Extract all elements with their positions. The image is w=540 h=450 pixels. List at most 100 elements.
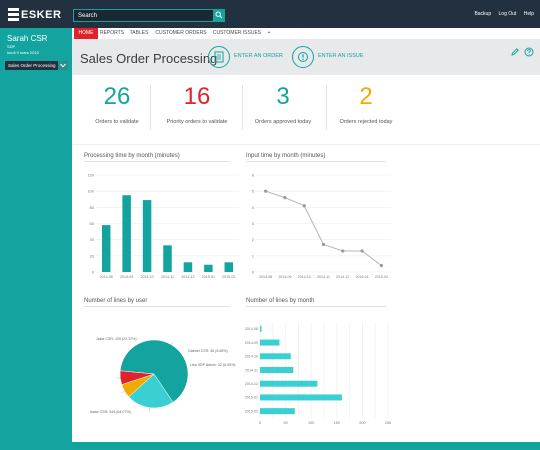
stat-divider xyxy=(326,85,327,130)
bar xyxy=(260,339,280,346)
search-button[interactable] xyxy=(213,9,225,22)
tab-reports[interactable]: REPORTS xyxy=(99,30,125,36)
stat-orders-approved[interactable]: 3 Orders approved today xyxy=(238,75,328,145)
bar xyxy=(142,200,152,272)
logo-text: ESKER xyxy=(21,9,62,21)
bar xyxy=(122,195,131,272)
y-tick-label: 2014-10 xyxy=(245,355,258,359)
x-tick-label: 0 xyxy=(259,421,261,425)
bar xyxy=(224,262,234,272)
bar xyxy=(260,353,291,360)
user-role: SDP xyxy=(7,44,16,49)
chevron-down-icon xyxy=(60,63,66,68)
edit-pencil-icon[interactable] xyxy=(510,47,520,57)
data-point xyxy=(321,242,326,247)
search-input[interactable]: Search xyxy=(73,9,219,22)
tab-tables[interactable]: TABLES xyxy=(129,30,149,36)
bar xyxy=(183,262,193,272)
stat-value: 3 xyxy=(276,83,290,110)
bar xyxy=(260,408,295,415)
esker-logo-mark xyxy=(8,8,19,21)
chart-title: Input time by month (minutes) xyxy=(246,153,326,159)
stat-value: 16 xyxy=(183,83,211,110)
logout-link[interactable]: Log Out xyxy=(498,11,517,17)
bar xyxy=(260,325,262,332)
current-date: lundi 9 mars 2015 xyxy=(7,50,39,55)
y-tick-label: 0 xyxy=(252,270,255,275)
page-title: Sales Order Processing xyxy=(80,51,218,66)
nav-tabs: HOME REPORTS TABLES CUSTOMER ORDERS CUST… xyxy=(72,28,540,39)
kpi-stats: 26 Orders to validate 16 Priority orders… xyxy=(72,75,540,145)
enter-issue-label: ENTER AN ISSUE xyxy=(318,53,364,59)
slice-label: Lisa SDP Admin: 32 (6.55%) xyxy=(190,363,235,367)
stat-orders-to-validate[interactable]: 26 Orders to validate xyxy=(72,75,162,145)
x-tick-label: 2014-09 xyxy=(278,275,291,279)
data-point xyxy=(264,189,268,193)
slice-label: Jakie CSR: 100 (22.72%) xyxy=(96,337,137,341)
chart-title-rule xyxy=(246,306,386,307)
data-point xyxy=(283,196,287,200)
stat-label: Priority orders to validate xyxy=(166,119,228,125)
x-tick-label: 50 xyxy=(283,421,287,425)
backup-link[interactable]: Backup xyxy=(474,11,492,17)
lines-by-month-chart: 0 50 100 150 200 250 2014-08 2014-09 2014-10 2014… xyxy=(245,322,391,425)
page-header: Sales Order Processing ENTER AN ORDER xyxy=(72,39,540,75)
y-tick-label: 2 xyxy=(252,237,255,242)
stat-priority-orders[interactable]: 16 Priority orders to validate xyxy=(152,75,242,145)
x-tick-label: 150 xyxy=(334,421,340,425)
tab-home[interactable]: HOME xyxy=(74,28,98,39)
top-bar: ESKER Search Backup Log Out Help xyxy=(0,0,540,28)
order-document-icon xyxy=(214,51,224,63)
x-tick-label: 2014-11 xyxy=(161,275,174,279)
x-tick-label: 2014-08 xyxy=(100,275,113,279)
y-tick-label: 2014-12 xyxy=(245,382,258,386)
chart-title: Number of lines by user xyxy=(84,298,148,304)
lines-by-user-chart: Isaac CSR: 344 (64.07%) Jakie CSR: 100 (2… xyxy=(90,337,235,414)
help-icon[interactable] xyxy=(524,47,534,57)
bar xyxy=(260,394,342,401)
x-tick-label: 2014-12 xyxy=(336,275,349,279)
data-point xyxy=(302,204,306,208)
data-point xyxy=(360,249,364,253)
chart-title-rule xyxy=(84,306,230,307)
y-tick-label: 120 xyxy=(87,173,94,178)
add-tab-button[interactable]: + xyxy=(267,30,271,36)
x-tick-label: 2015-02 xyxy=(375,275,388,279)
data-point xyxy=(379,263,383,268)
y-tick-label: 2014-11 xyxy=(245,368,258,372)
esker-logo[interactable]: ESKER xyxy=(8,7,61,23)
x-tick-label: 200 xyxy=(359,421,365,425)
x-tick-label: 2014-11 xyxy=(317,275,330,279)
help-link[interactable]: Help xyxy=(523,11,534,17)
tab-customer-orders[interactable]: CUSTOMER ORDERS xyxy=(155,30,207,36)
x-tick-label: 2014-10 xyxy=(298,275,311,279)
input-time-chart: 0 1 2 3 4 5 6 2014-08 2014-09 2014-10 2014-11 2014-… xyxy=(252,173,391,279)
stat-label: Orders to validate xyxy=(95,119,139,125)
stat-orders-rejected[interactable]: 2 Orders rejected today xyxy=(321,75,411,145)
y-tick-label: 2015-02 xyxy=(245,409,258,413)
app-selector[interactable]: Sales Order Processing xyxy=(5,61,60,70)
tab-customer-issues[interactable]: CUSTOMER ISSUES xyxy=(212,30,262,36)
issue-alert-icon xyxy=(298,52,308,62)
y-tick-label: 4 xyxy=(252,205,255,210)
x-tick-label: 2014-12 xyxy=(181,275,194,279)
stat-divider xyxy=(150,85,151,130)
y-tick-label: 6 xyxy=(252,173,255,178)
top-links: Backup Log Out Help xyxy=(468,11,534,17)
slice-leader-line xyxy=(171,342,174,345)
stat-divider xyxy=(242,85,243,130)
bottom-strip xyxy=(72,442,540,450)
enter-order-button[interactable]: ENTER AN ORDER xyxy=(208,46,298,68)
app-selector-toggle[interactable] xyxy=(58,61,68,70)
chart-title: Number of lines by month xyxy=(246,298,315,304)
y-tick-label: 1 xyxy=(252,253,255,258)
search-icon xyxy=(215,11,223,19)
sidebar: Sarah CSR SDP lundi 9 mars 2015 Sales Or… xyxy=(0,28,72,450)
chart-title: Processing time by month (minutes) xyxy=(84,153,180,159)
slice-leader-line xyxy=(121,390,125,393)
stat-value: 26 xyxy=(103,83,131,110)
enter-issue-button[interactable]: ENTER AN ISSUE xyxy=(292,46,382,68)
x-tick-label: 2015-02 xyxy=(222,275,235,279)
enter-order-label: ENTER AN ORDER xyxy=(234,53,283,59)
